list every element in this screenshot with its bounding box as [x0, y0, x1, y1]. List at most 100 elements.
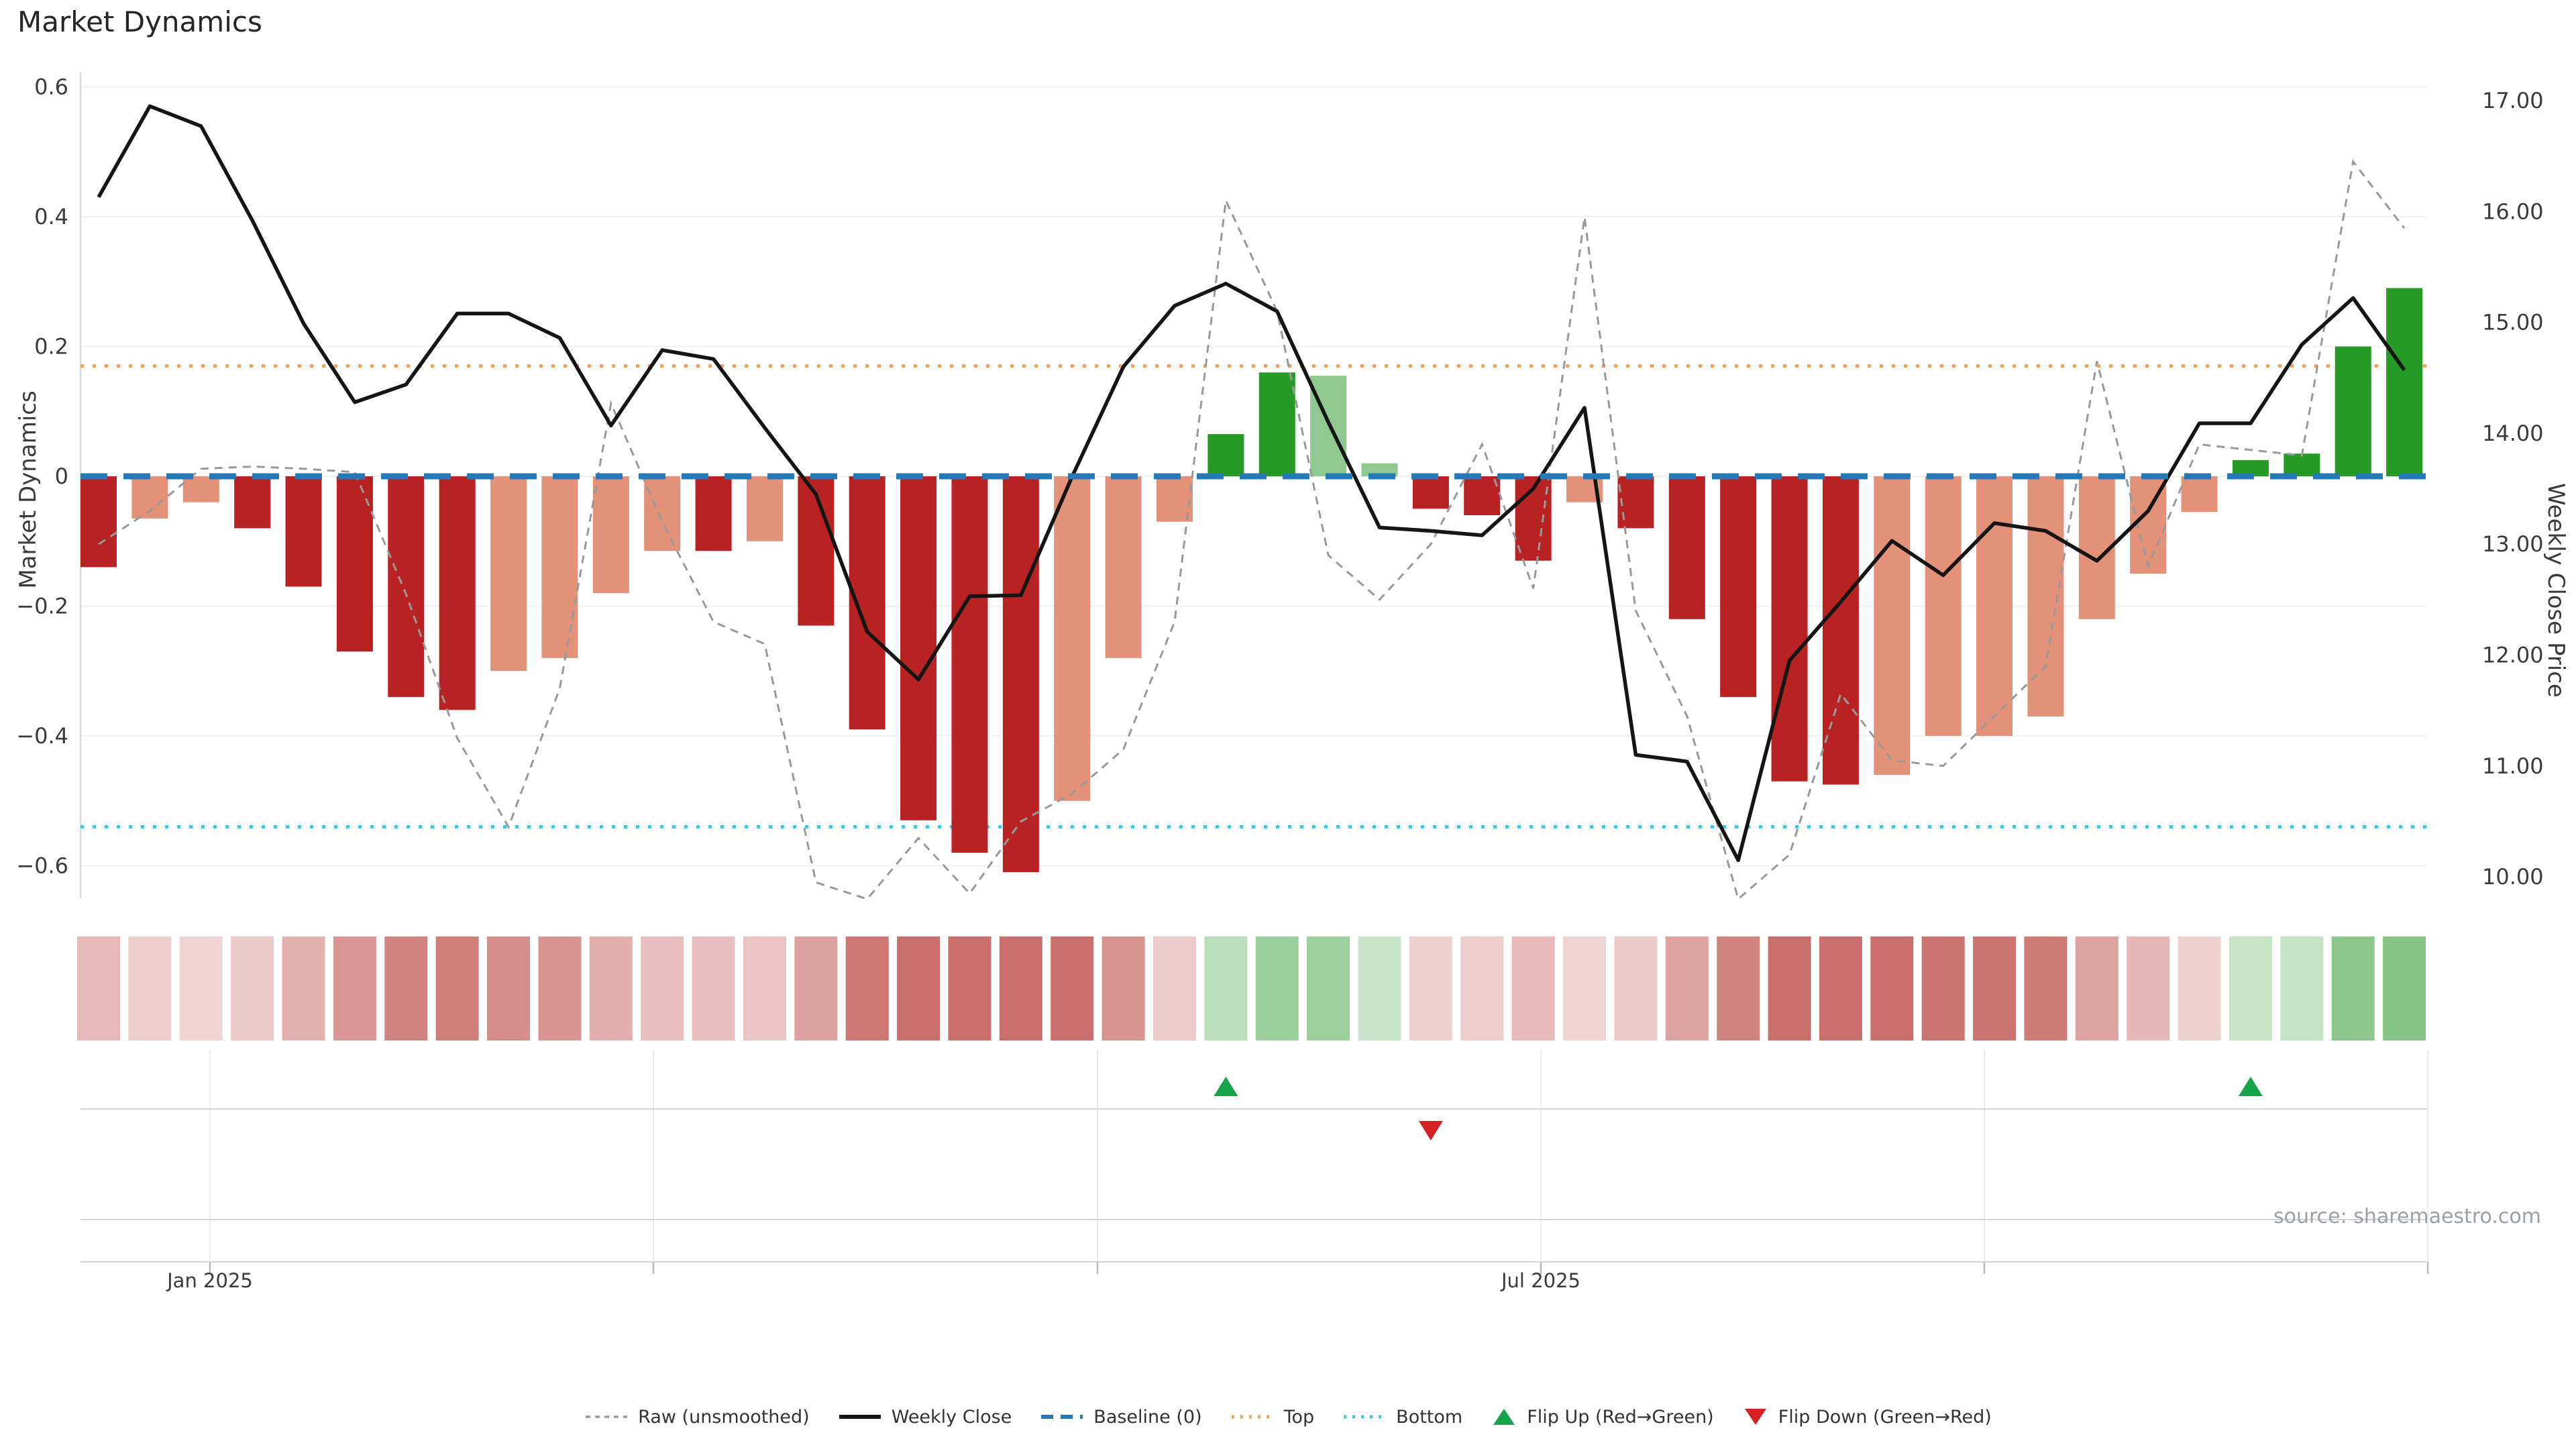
bar-week-46 [2386, 288, 2423, 476]
heat-cell-week-34 [1768, 936, 1811, 1040]
x-tick-label-jul: Jul 2025 [1501, 1269, 1581, 1292]
bar-week-18 [951, 476, 988, 853]
right-axis-tick: 12.00 [2482, 643, 2544, 668]
bar-week-9 [490, 476, 527, 672]
dotted-orange-line-icon [1231, 1415, 1273, 1419]
left-axis-tick: −0.2 [16, 594, 68, 619]
bar-week-13 [695, 476, 732, 551]
legend: Raw (unsmoothed) Weekly Close Baseline (… [0, 1406, 2576, 1428]
heat-cell-week-20 [1051, 936, 1094, 1040]
left-axis-tick: −0.6 [16, 853, 68, 879]
bar-week-8 [439, 476, 476, 710]
flip-up-marker-week-23 [1214, 1077, 1238, 1096]
legend-label: Bottom [1396, 1406, 1463, 1428]
heat-cell-week-27 [1409, 936, 1452, 1040]
heat-cell-week-19 [999, 936, 1042, 1040]
bar-week-4 [234, 476, 271, 529]
heat-cell-week-44 [2280, 936, 2324, 1040]
left-axis-tick: 0.4 [34, 204, 68, 229]
bar-week-45 [2334, 346, 2371, 476]
dashed-gray-line-icon [586, 1415, 628, 1418]
bar-week-36 [1874, 476, 1911, 775]
right-axis-tick: 16.00 [2482, 199, 2544, 224]
heat-cell-week-23 [1204, 936, 1248, 1040]
bar-week-12 [644, 476, 681, 551]
legend-item-bottom: Bottom [1342, 1407, 1462, 1428]
flip-down-marker-week-27 [1418, 1121, 1443, 1140]
heat-cell-week-18 [948, 936, 991, 1040]
heat-cell-week-4 [231, 936, 274, 1040]
heat-cell-week-13 [692, 936, 735, 1040]
heat-cell-week-8 [435, 936, 479, 1040]
heat-cell-week-41 [2127, 936, 2170, 1040]
legend-label: Weekly Close [891, 1406, 1012, 1428]
bar-week-5 [285, 476, 322, 587]
legend-item-weekly-close: Weekly Close [838, 1407, 1012, 1428]
heat-cell-week-36 [1870, 936, 1914, 1040]
heat-cell-week-32 [1665, 936, 1709, 1040]
x-tick-label-jan: Jan 2025 [167, 1269, 253, 1292]
heat-cell-week-6 [333, 936, 376, 1040]
bar-week-11 [592, 476, 629, 594]
heat-cell-week-2 [128, 936, 172, 1040]
triangle-up-icon [1493, 1409, 1515, 1425]
dotted-cyan-line-icon [1344, 1415, 1386, 1419]
bar-week-21 [1105, 476, 1142, 658]
legend-label: Flip Up (Red→Green) [1527, 1406, 1714, 1428]
raw-series-line [98, 159, 2406, 901]
heat-cell-week-42 [2178, 936, 2221, 1040]
bar-week-37 [1925, 476, 1962, 736]
legend-label: Flip Down (Green→Red) [1778, 1406, 1992, 1428]
heat-cell-week-21 [1102, 936, 1145, 1040]
right-axis-tick: 10.00 [2482, 864, 2544, 890]
solid-black-line-icon [839, 1415, 881, 1419]
bar-week-44 [2284, 453, 2320, 476]
left-axis-label: Market Dynamics [15, 390, 42, 589]
heat-cell-week-5 [282, 936, 325, 1040]
bar-week-28 [1464, 476, 1501, 516]
bar-week-14 [746, 476, 783, 541]
heat-cell-week-30 [1563, 936, 1607, 1040]
heat-cell-week-11 [589, 936, 633, 1040]
bar-week-6 [336, 476, 373, 652]
legend-item-top: Top [1230, 1407, 1314, 1428]
heat-cell-week-22 [1152, 936, 1196, 1040]
bar-week-32 [1668, 476, 1705, 619]
bar-week-15 [798, 476, 835, 626]
weekly-close-line [97, 104, 2406, 863]
bar-week-26 [1361, 463, 1398, 476]
heat-cell-week-39 [2024, 936, 2068, 1040]
heat-cell-week-38 [1973, 936, 2017, 1040]
heat-cell-week-10 [538, 936, 582, 1040]
bar-week-27 [1412, 476, 1449, 509]
heat-cell-week-14 [743, 936, 786, 1040]
bar-week-3 [182, 476, 219, 502]
heat-cell-week-31 [1614, 936, 1658, 1040]
bar-week-7 [388, 476, 425, 697]
right-axis-tick: 13.00 [2482, 531, 2544, 557]
right-axis-tick: 17.00 [2482, 88, 2544, 113]
bar-week-10 [541, 476, 578, 658]
bar-week-24 [1258, 372, 1295, 476]
heat-cell-week-17 [897, 936, 941, 1040]
heat-cell-week-28 [1460, 936, 1504, 1040]
heat-cell-week-33 [1717, 936, 1760, 1040]
heat-cell-week-24 [1255, 936, 1299, 1040]
legend-item-flip-up: Flip Up (Red→Green) [1491, 1406, 1714, 1428]
legend-label: Baseline (0) [1093, 1406, 1202, 1428]
heat-cell-week-9 [487, 936, 531, 1040]
heat-cell-week-16 [845, 936, 889, 1040]
legend-item-baseline: Baseline (0) [1040, 1406, 1202, 1428]
dashed-blue-line-icon [1041, 1415, 1083, 1419]
heat-cell-week-12 [641, 936, 684, 1040]
left-axis-tick: −0.4 [16, 723, 68, 749]
bar-week-20 [1054, 476, 1091, 801]
heat-cell-week-15 [794, 936, 838, 1040]
triangle-down-icon [1744, 1409, 1766, 1425]
heat-cell-week-46 [2383, 936, 2426, 1040]
heat-cell-week-35 [1819, 936, 1862, 1040]
source-attribution: source: sharemaestro.com [2273, 1205, 2541, 1228]
bar-week-34 [1771, 476, 1808, 782]
legend-item-raw: Raw (unsmoothed) [584, 1407, 810, 1428]
bar-week-2 [131, 476, 168, 519]
